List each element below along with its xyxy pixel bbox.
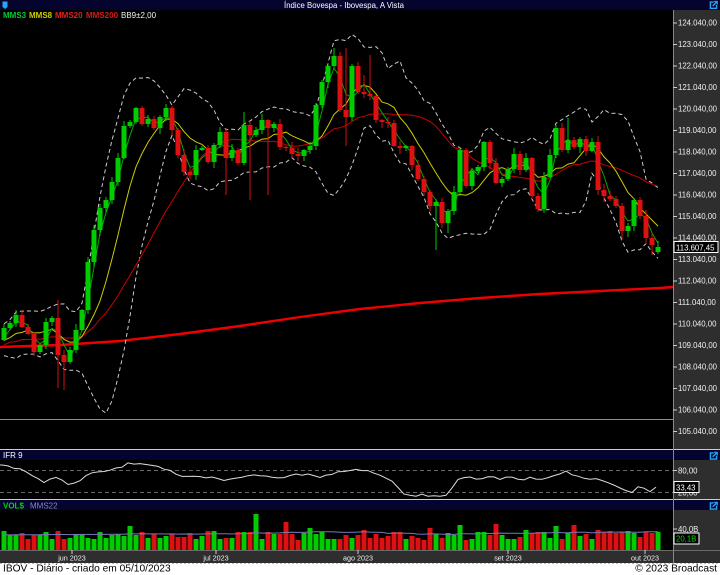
svg-text:20,1B: 20,1B — [676, 535, 696, 544]
svg-text:120.040,00: 120.040,00 — [678, 105, 718, 114]
svg-text:MMS8: MMS8 — [29, 11, 53, 20]
svg-text:jun 2023: jun 2023 — [57, 554, 86, 563]
svg-text:119.040,00: 119.040,00 — [678, 126, 717, 135]
svg-text:123.040,00: 123.040,00 — [678, 40, 718, 49]
svg-text:124.040,00: 124.040,00 — [678, 19, 718, 28]
svg-text:122.040,00: 122.040,00 — [678, 62, 718, 71]
svg-text:118.040,00: 118.040,00 — [678, 148, 717, 157]
svg-text:113.040,00: 113.040,00 — [678, 255, 717, 264]
svg-text:MMS22: MMS22 — [30, 502, 58, 511]
svg-text:107.040,00: 107.040,00 — [678, 384, 718, 393]
svg-text:109.040,00: 109.040,00 — [678, 341, 718, 350]
svg-text:40,0B: 40,0B — [678, 525, 698, 534]
svg-text:114.040,00: 114.040,00 — [678, 234, 717, 243]
svg-text:113.607,45: 113.607,45 — [676, 244, 715, 253]
svg-text:ago 2023: ago 2023 — [343, 554, 373, 563]
svg-text:Índice Bovespa - Ibovespa, A V: Índice Bovespa - Ibovespa, A Vista — [284, 1, 405, 10]
svg-text:out 2023: out 2023 — [631, 554, 659, 563]
svg-text:BB9±2,00: BB9±2,00 — [121, 11, 157, 20]
svg-text:117.040,00: 117.040,00 — [678, 169, 717, 178]
svg-text:set 2023: set 2023 — [494, 554, 522, 563]
svg-text:© 2023 Broadcast: © 2023 Broadcast — [635, 564, 717, 575]
svg-text:MMS200: MMS200 — [86, 11, 119, 20]
svg-text:VOL$: VOL$ — [3, 502, 24, 511]
svg-text:115.040,00: 115.040,00 — [678, 212, 717, 221]
svg-text:112.040,00: 112.040,00 — [678, 277, 717, 286]
svg-text:IBOV - Diário - criado em 05/1: IBOV - Diário - criado em 05/10/2023 — [3, 564, 171, 575]
svg-text:108.040,00: 108.040,00 — [678, 363, 718, 372]
svg-text:110.040,00: 110.040,00 — [678, 320, 717, 329]
svg-text:33,43: 33,43 — [676, 484, 696, 493]
svg-text:MMS3: MMS3 — [3, 11, 27, 20]
svg-text:jul 2023: jul 2023 — [202, 554, 228, 563]
svg-text:121.040,00: 121.040,00 — [678, 83, 718, 92]
svg-text:MMS20: MMS20 — [55, 11, 83, 20]
svg-text:116.040,00: 116.040,00 — [678, 191, 717, 200]
svg-text:105.040,00: 105.040,00 — [678, 427, 718, 436]
svg-text:80,00: 80,00 — [678, 467, 698, 476]
svg-text:111.040,00: 111.040,00 — [678, 298, 717, 307]
svg-text:106.040,00: 106.040,00 — [678, 406, 718, 415]
svg-text:IFR 9: IFR 9 — [3, 451, 23, 460]
